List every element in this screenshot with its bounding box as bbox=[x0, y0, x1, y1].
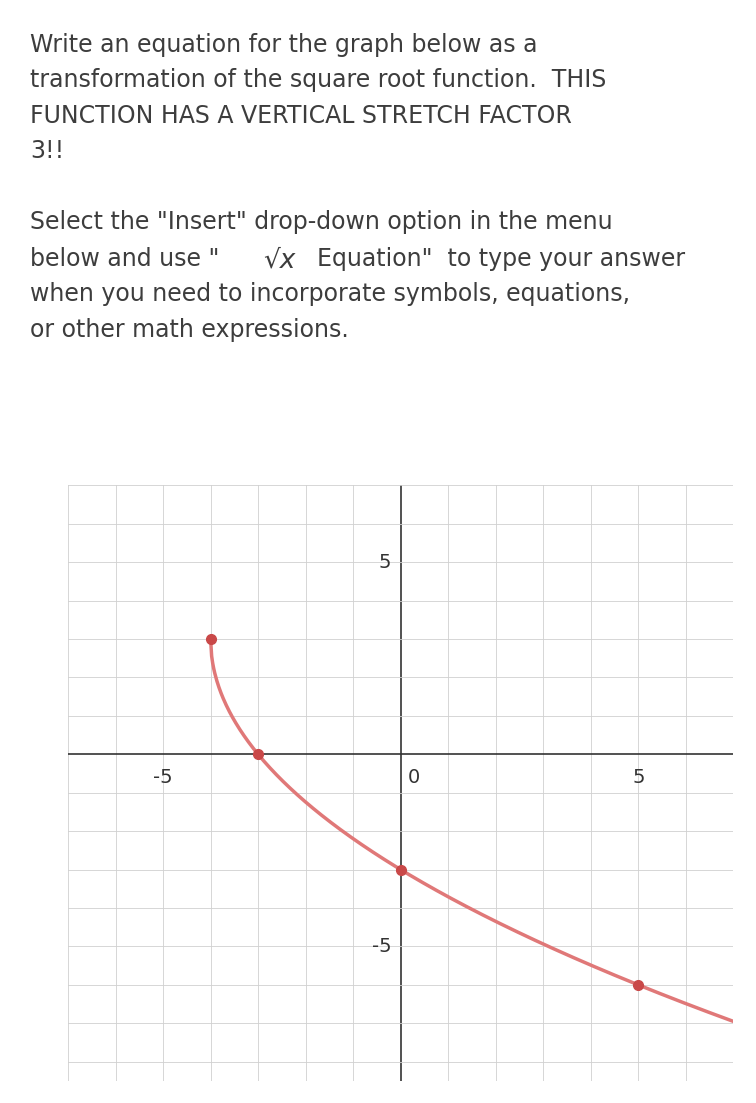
Text: Equation"  to type your answer: Equation" to type your answer bbox=[302, 247, 686, 271]
Text: or other math expressions.: or other math expressions. bbox=[30, 318, 349, 342]
Text: 3!!: 3!! bbox=[30, 139, 64, 163]
Text: Write an equation for the graph below as a: Write an equation for the graph below as… bbox=[30, 33, 538, 57]
Text: √x: √x bbox=[263, 247, 296, 274]
Text: below and use ": below and use " bbox=[30, 247, 219, 271]
Text: 0: 0 bbox=[407, 768, 420, 786]
Text: 5: 5 bbox=[632, 768, 645, 786]
Text: -5: -5 bbox=[371, 936, 391, 956]
Text: 5: 5 bbox=[379, 553, 391, 571]
Text: transformation of the square root function.  THIS: transformation of the square root functi… bbox=[30, 68, 606, 93]
Text: Select the "Insert" drop-down option in the menu: Select the "Insert" drop-down option in … bbox=[30, 210, 613, 234]
Text: when you need to incorporate symbols, equations,: when you need to incorporate symbols, eq… bbox=[30, 282, 631, 307]
Text: -5: -5 bbox=[153, 768, 173, 786]
Text: FUNCTION HAS A VERTICAL STRETCH FACTOR: FUNCTION HAS A VERTICAL STRETCH FACTOR bbox=[30, 104, 572, 128]
